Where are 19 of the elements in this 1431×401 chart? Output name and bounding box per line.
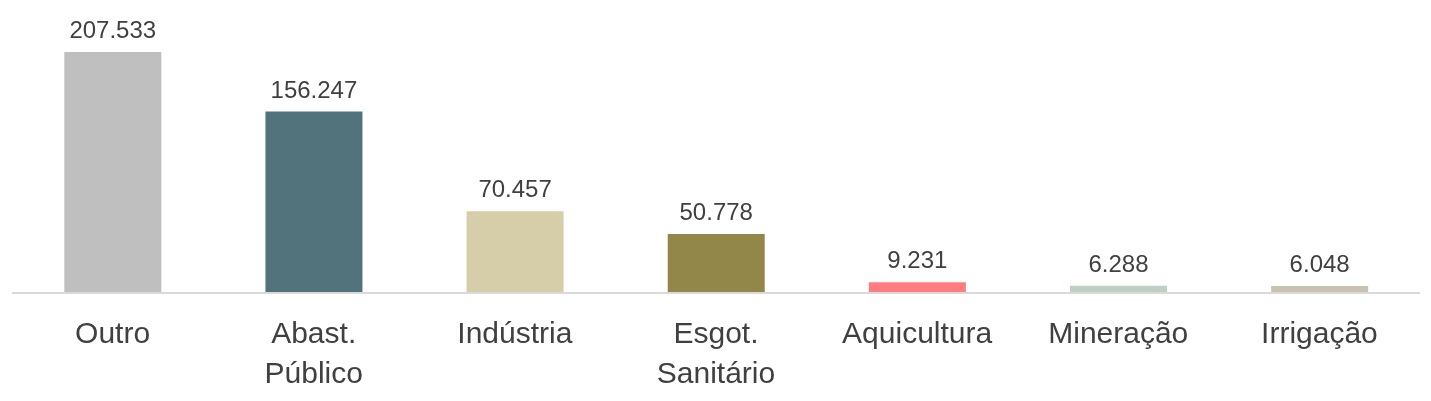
data-label: 6.288: [1088, 249, 1149, 277]
x-tick-label: Indústria: [457, 316, 573, 349]
x-tick-label: Aquicultura: [842, 316, 993, 349]
data-label: 6.048: [1289, 249, 1350, 277]
data-label: 70.457: [478, 175, 552, 203]
bar: [265, 111, 363, 293]
x-tick-label: Abast. Público: [264, 316, 363, 389]
x-tick-label: Esgot. Sanitário: [656, 316, 776, 389]
x-tick-label: Irrigação: [1261, 316, 1378, 349]
bar: [667, 234, 765, 293]
data-label: 207.533: [69, 16, 157, 43]
data-label: 9.231: [887, 246, 948, 274]
bar: [64, 52, 162, 293]
bar: [466, 211, 564, 293]
data-label: 50.778: [679, 198, 753, 226]
data-label: 156.247: [270, 75, 358, 103]
x-tick-label: Outro: [75, 316, 151, 349]
x-tick-label: Mineração: [1048, 316, 1189, 349]
bar: [868, 282, 966, 293]
